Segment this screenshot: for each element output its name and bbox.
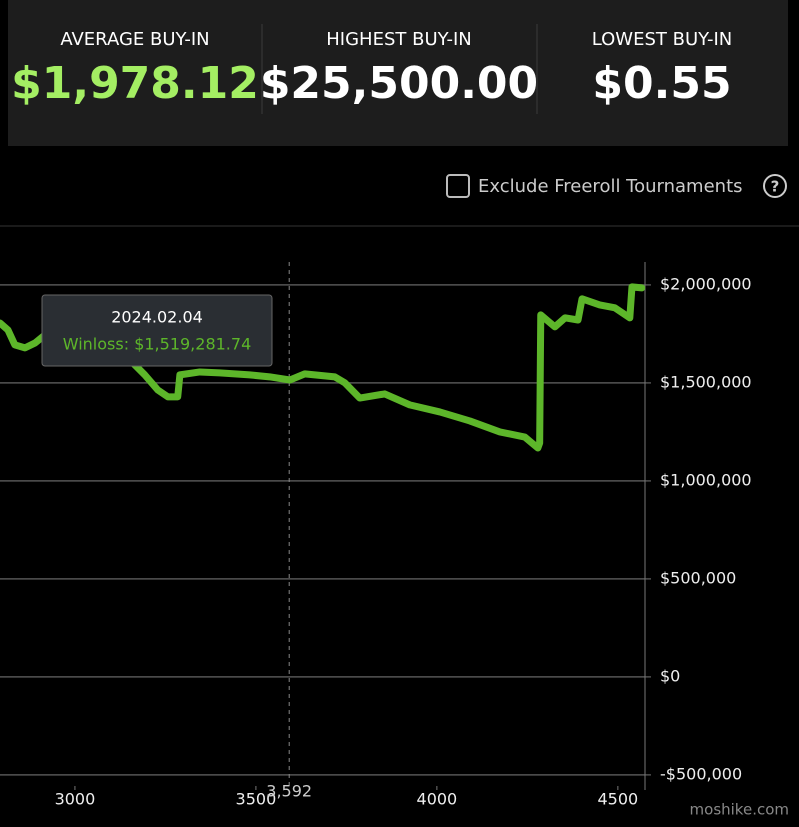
y-tick-label: $500,000: [660, 568, 736, 587]
stat-value: $1,978.12: [11, 58, 259, 109]
y-tick-label: $1,000,000: [660, 470, 752, 489]
tooltip: [41, 294, 273, 367]
stat-value: $0.55: [592, 58, 731, 109]
stat-label: HIGHEST BUY-IN: [326, 29, 472, 50]
y-tick-label: $1,500,000: [660, 372, 752, 391]
stat-label: LOWEST BUY-IN: [592, 29, 733, 50]
stat-label: AVERAGE BUY-IN: [60, 29, 209, 50]
tooltip-date: 2024.02.04: [111, 308, 203, 327]
x-tick-label: 3500: [236, 790, 277, 809]
stat-value: $25,500.00: [260, 58, 538, 109]
x-tick-label: 4500: [597, 790, 638, 809]
stats-panel: [8, 0, 788, 146]
plot: -$500,000 $0 $500,000 $1,000,000 $1,500,000 $…: [0, 262, 789, 819]
watermark: moshike.com: [690, 801, 789, 819]
crosshair-label: 3,592: [266, 782, 312, 801]
x-tick-label: 3000: [55, 790, 96, 809]
tooltip-value: Winloss: $1,519,281.74: [63, 335, 252, 354]
help-icon[interactable]: [763, 174, 787, 198]
x-tick-label: 4000: [417, 790, 458, 809]
help-icon-text[interactable]: ?: [771, 178, 780, 196]
checkbox[interactable]: [446, 174, 470, 198]
y-tick-label: $2,000,000: [660, 274, 752, 293]
y-tick-label: $0: [660, 666, 680, 685]
checkbox-label[interactable]: Exclude Freeroll Tournaments: [478, 176, 743, 197]
y-tick-label: -$500,000: [660, 764, 742, 783]
